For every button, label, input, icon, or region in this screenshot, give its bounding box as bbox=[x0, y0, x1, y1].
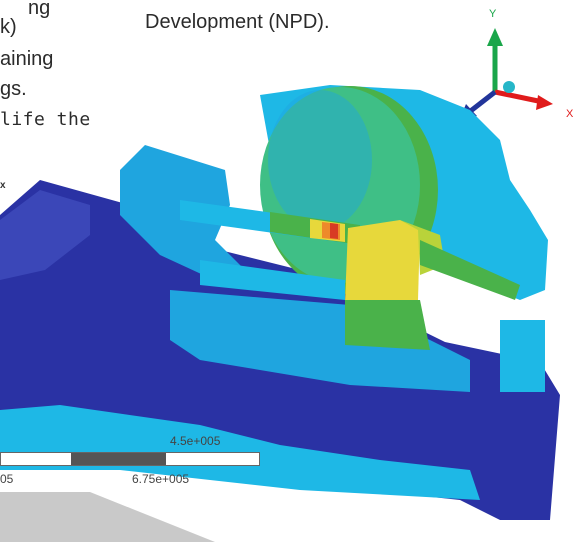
y-axis-arrow bbox=[487, 28, 503, 46]
scale-top-label: 4.5e+005 bbox=[170, 434, 221, 448]
scale-bar-dark-segment bbox=[71, 453, 166, 465]
spindle-shaft-peak bbox=[330, 223, 338, 239]
carriage-block bbox=[345, 300, 430, 350]
chuck-disc-highlight bbox=[268, 90, 372, 230]
right-column bbox=[500, 320, 545, 392]
left-line-5: life the bbox=[0, 109, 91, 130]
bed-face-left bbox=[0, 190, 90, 280]
x-axis-arrow bbox=[536, 95, 553, 110]
scale-bottom-right-label: 6.75e+005 bbox=[132, 472, 190, 486]
x-axis-line bbox=[494, 89, 544, 105]
y-axis-label: Y bbox=[489, 8, 497, 20]
tool-block bbox=[345, 220, 420, 312]
left-line-1: ng bbox=[28, 0, 51, 19]
scale-bar bbox=[0, 452, 260, 466]
carriage-rail-top bbox=[200, 260, 345, 300]
axis-center-sphere bbox=[503, 81, 515, 93]
small-label: x bbox=[0, 180, 6, 191]
left-line-3: aining bbox=[0, 48, 54, 70]
x-axis-label: X bbox=[566, 108, 574, 120]
floor-shadow bbox=[0, 492, 215, 542]
top-right-text: Development (NPD). bbox=[145, 11, 330, 33]
tool-arm bbox=[420, 240, 520, 300]
z-axis-line bbox=[466, 90, 497, 115]
carriage bbox=[170, 290, 470, 392]
left-line-4: gs. bbox=[0, 78, 27, 100]
scale-bottom-left-label: 05 bbox=[0, 472, 14, 486]
left-line-2: k) bbox=[0, 16, 17, 38]
